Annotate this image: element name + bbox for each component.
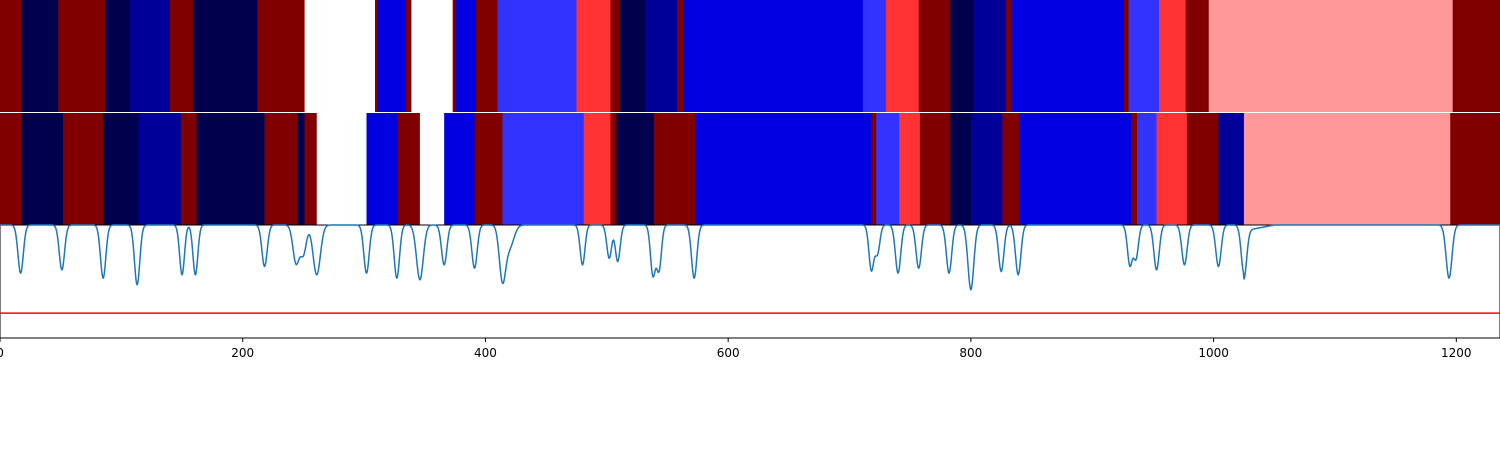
lower-segment-strip xyxy=(0,113,1500,225)
lower-segment-15 xyxy=(474,113,503,225)
signal-panel xyxy=(0,224,1500,339)
upper-segment-35 xyxy=(1452,0,1500,112)
lower-segment-7 xyxy=(264,113,298,225)
lower-segment-22 xyxy=(871,113,877,225)
upper-segment-12 xyxy=(411,0,453,112)
upper-segment-20 xyxy=(645,0,678,112)
lower-segment-30 xyxy=(1131,113,1138,225)
upper-segment-22 xyxy=(683,0,864,112)
lower-segment-12 xyxy=(398,113,421,225)
upper-segment-15 xyxy=(475,0,498,112)
upper-segment-21 xyxy=(677,0,684,112)
x-tick-label-1200: 1200 xyxy=(1441,346,1472,360)
upper-segment-6 xyxy=(192,0,258,112)
upper-segment-27 xyxy=(973,0,1007,112)
x-axis: 0 200 400 600 800 1000 1200 xyxy=(0,338,1472,360)
lower-segment-27 xyxy=(970,113,1003,225)
upper-segment-1 xyxy=(21,0,59,112)
lower-segment-36 xyxy=(1450,113,1500,225)
upper-segment-2 xyxy=(58,0,106,112)
upper-segment-13 xyxy=(452,0,456,112)
upper-segment-9 xyxy=(375,0,378,112)
lower-segment-3 xyxy=(103,113,139,225)
upper-segment-28 xyxy=(1006,0,1012,112)
upper-segment-30 xyxy=(1123,0,1129,112)
upper-segment-strip xyxy=(0,0,1500,112)
lower-segment-6 xyxy=(196,113,265,225)
lower-segment-26 xyxy=(950,113,972,225)
upper-segment-23 xyxy=(862,0,887,112)
upper-segment-24 xyxy=(885,0,919,112)
upper-segment-3 xyxy=(105,0,131,112)
upper-segment-26 xyxy=(950,0,974,112)
upper-segment-34 xyxy=(1208,0,1453,112)
lower-segment-34 xyxy=(1218,113,1245,225)
upper-segment-29 xyxy=(1010,0,1125,112)
x-tick-label-400: 400 xyxy=(474,346,497,360)
upper-segment-7 xyxy=(257,0,305,112)
upper-segment-33 xyxy=(1185,0,1210,112)
lower-segment-25 xyxy=(919,113,951,225)
lower-segment-9 xyxy=(304,113,318,225)
lower-segment-4 xyxy=(138,113,182,225)
upper-segment-5 xyxy=(169,0,194,112)
upper-segment-31 xyxy=(1128,0,1160,112)
lower-segment-5 xyxy=(180,113,197,225)
x-tick-label-1000: 1000 xyxy=(1198,346,1229,360)
lower-segment-23 xyxy=(876,113,900,225)
lower-segment-24 xyxy=(899,113,921,225)
lower-segment-19 xyxy=(616,113,655,225)
lower-segment-17 xyxy=(583,113,611,225)
lower-segment-18 xyxy=(610,113,617,225)
lower-segment-1 xyxy=(21,113,64,225)
upper-segment-4 xyxy=(129,0,171,112)
lower-segment-2 xyxy=(63,113,104,225)
lower-segment-20 xyxy=(654,113,696,225)
x-tick-label-800: 800 xyxy=(959,346,982,360)
upper-segment-32 xyxy=(1158,0,1186,112)
signal-line xyxy=(0,224,1500,291)
lower-segment-31 xyxy=(1137,113,1157,225)
upper-segment-0 xyxy=(0,0,23,112)
signal-axes-frame xyxy=(0,224,1500,339)
lower-segment-35 xyxy=(1243,113,1451,225)
upper-segment-18 xyxy=(610,0,621,112)
lower-segment-28 xyxy=(1002,113,1020,225)
x-tick-label-0: 0 xyxy=(0,346,4,360)
upper-segment-14 xyxy=(455,0,477,112)
lower-segment-29 xyxy=(1019,113,1132,225)
upper-segment-25 xyxy=(918,0,951,112)
x-tick-label-600: 600 xyxy=(717,346,740,360)
lower-segment-21 xyxy=(695,113,872,225)
lower-segment-13 xyxy=(419,113,445,225)
upper-segment-16 xyxy=(497,0,577,112)
lower-segment-10 xyxy=(316,113,367,225)
lower-segment-16 xyxy=(502,113,585,225)
upper-segment-11 xyxy=(405,0,412,112)
x-tick-label-200: 200 xyxy=(231,346,254,360)
lower-segment-11 xyxy=(366,113,399,225)
upper-segment-17 xyxy=(576,0,611,112)
upper-segment-10 xyxy=(377,0,406,112)
lower-segment-0 xyxy=(0,113,23,225)
lower-segment-8 xyxy=(297,113,305,225)
upper-segment-19 xyxy=(620,0,646,112)
lower-segment-33 xyxy=(1186,113,1219,225)
upper-segment-8 xyxy=(304,0,376,112)
lower-segment-32 xyxy=(1156,113,1188,225)
lower-segment-14 xyxy=(444,113,475,225)
